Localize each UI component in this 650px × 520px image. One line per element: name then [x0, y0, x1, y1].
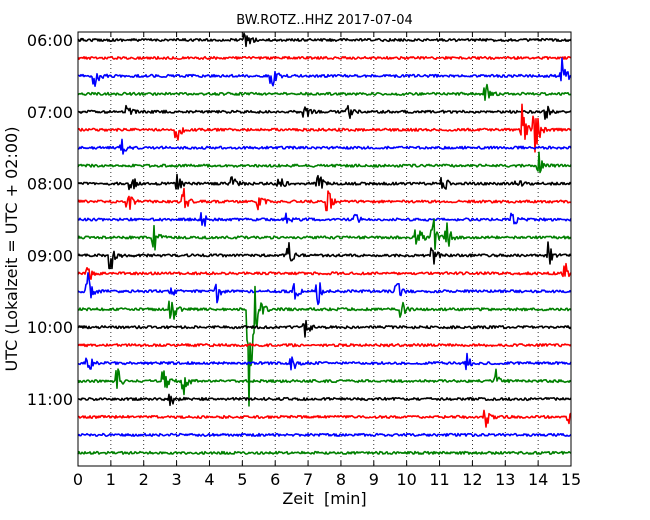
x-tick-label: 12 [462, 470, 482, 489]
x-tick-label: 14 [528, 470, 548, 489]
x-tick-label: 13 [495, 470, 515, 489]
x-axis-label: Zeit [min] [282, 489, 366, 508]
x-tick-label: 6 [270, 470, 280, 489]
y-tick-label: 08:00 [27, 175, 73, 194]
trace-0730 [77, 138, 572, 155]
trace-0830 [77, 212, 572, 227]
trace-1015 [77, 343, 572, 348]
x-tick-label: 7 [303, 470, 313, 489]
y-axis: 06:00 07:00 08:00 09:00 10:00 11:00 [27, 31, 571, 409]
trace-0900 [77, 241, 572, 270]
plot-frame [77, 31, 572, 467]
chart-title: BW.ROTZ..HHZ 2017-07-04 [236, 13, 412, 28]
y-tick-label: 10:00 [27, 318, 73, 337]
trace-0800 [77, 173, 572, 191]
x-tick-label: 15 [561, 470, 581, 489]
trace-0930 [77, 272, 572, 306]
trace-1030 [77, 352, 572, 371]
x-axis: 0 1 2 3 4 5 6 7 8 9 10 11 12 13 14 15 [73, 32, 581, 489]
y-tick-label: 07:00 [27, 103, 73, 122]
x-tick-label: 1 [106, 470, 116, 489]
trace-1130 [77, 432, 572, 437]
x-tick-label: 0 [73, 470, 83, 489]
trace-0630 [77, 57, 572, 87]
seismic-traces [77, 32, 572, 455]
trace-0600 [77, 32, 572, 48]
x-tick-label: 10 [396, 470, 416, 489]
x-tick-label: 11 [429, 470, 449, 489]
x-tick-label: 4 [204, 470, 214, 489]
trace-1000 [77, 319, 572, 338]
trace-1145 [77, 450, 572, 455]
x-tick-label: 2 [139, 470, 149, 489]
x-tick-label: 3 [172, 470, 182, 489]
x-tick-label: 9 [369, 470, 379, 489]
y-tick-label: 11:00 [27, 390, 73, 409]
trace-0745 [77, 151, 572, 174]
trace-0845 [77, 218, 572, 251]
y-tick-label: 06:00 [27, 31, 73, 50]
trace-0945 [77, 285, 572, 407]
x-tick-label: 5 [237, 470, 247, 489]
y-tick-label: 09:00 [27, 246, 73, 265]
trace-0645 [77, 83, 572, 101]
trace-0915 [77, 262, 572, 280]
trace-1100 [77, 393, 572, 407]
trace-0615 [77, 55, 572, 60]
trace-0715 [77, 103, 572, 153]
trace-1045 [77, 368, 572, 396]
trace-0700 [77, 104, 572, 120]
grid [110, 32, 539, 466]
y-axis-label: UTC (Lokalzeit = UTC + 02:00) [2, 127, 21, 372]
trace-1115 [77, 409, 572, 428]
trace-0815 [77, 187, 572, 212]
x-tick-label: 8 [336, 470, 346, 489]
